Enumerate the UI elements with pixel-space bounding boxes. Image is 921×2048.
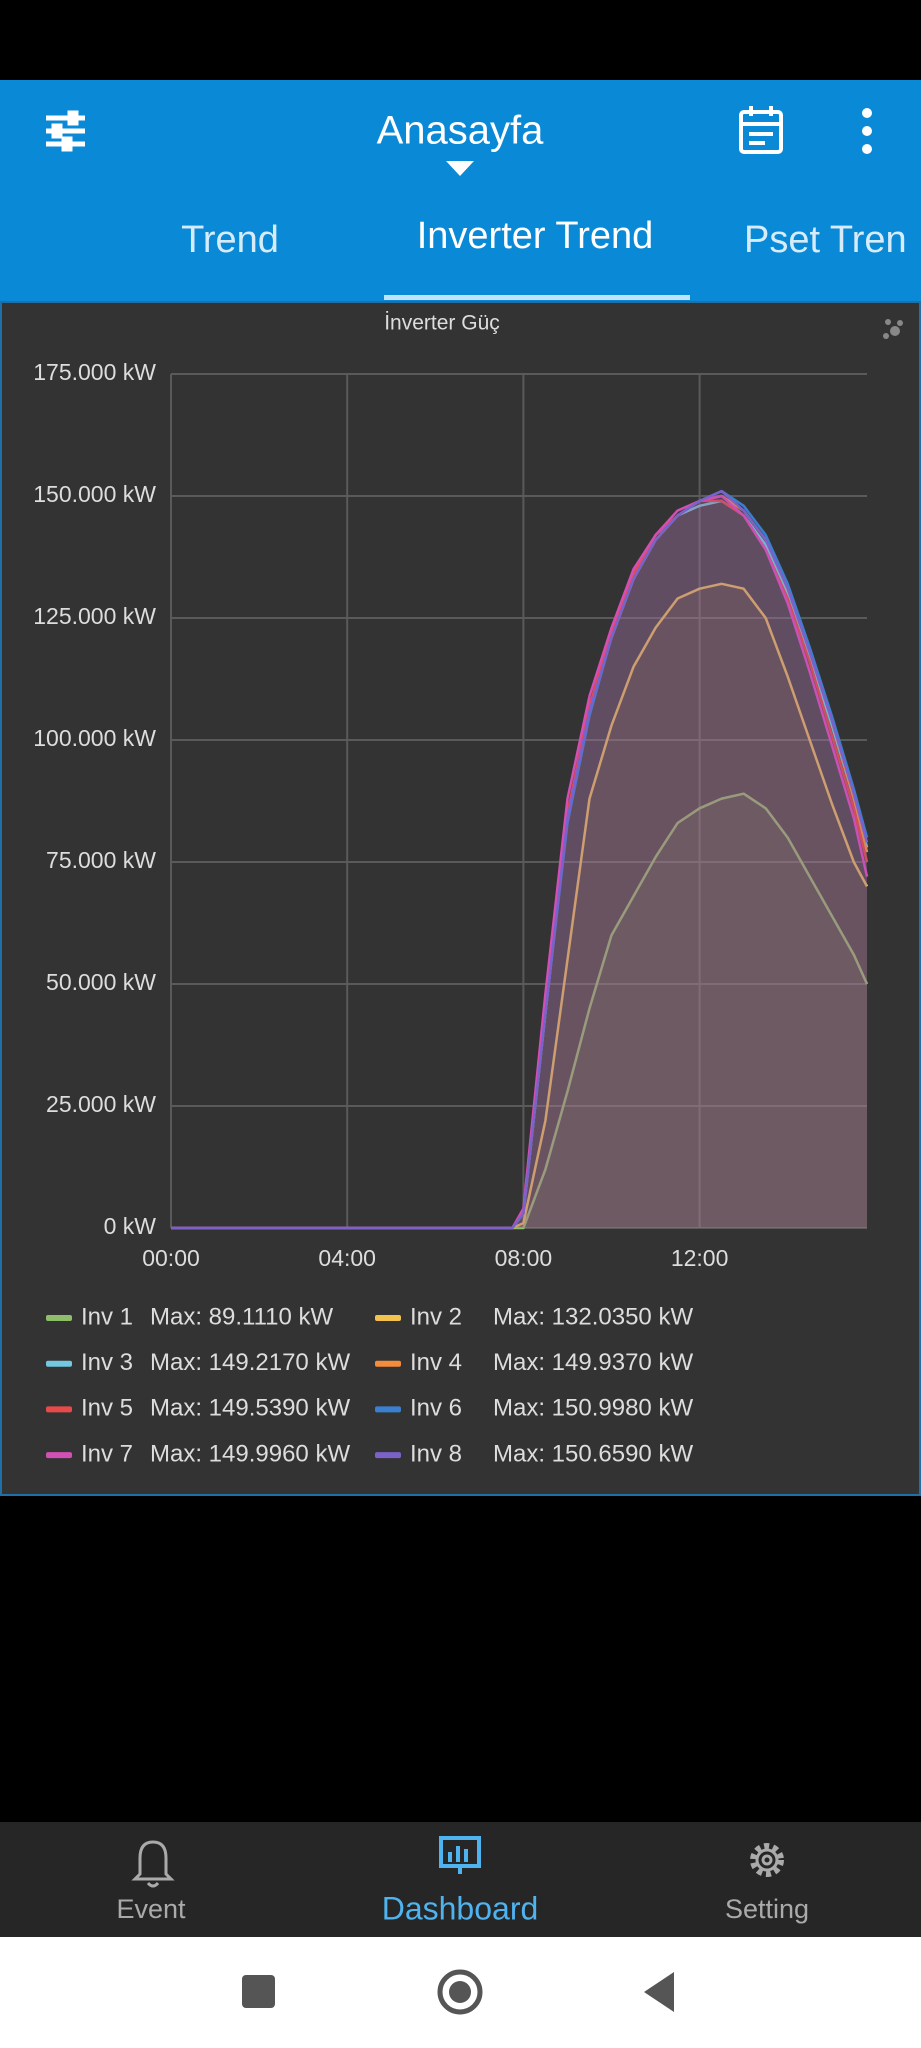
app-bar: [0, 80, 921, 302]
legend-swatch[interactable]: [46, 1406, 72, 1413]
icon-dot: [862, 126, 872, 136]
icon-stroke: [146, 1881, 160, 1888]
nav-label[interactable]: Setting: [725, 1894, 809, 1924]
series-line: [171, 582, 869, 1230]
chart-title: İnverter Güç: [384, 312, 500, 335]
x-tick-label: 04:00: [318, 1245, 376, 1271]
y-tick-label: 25.000 kW: [46, 1091, 156, 1117]
legend-name[interactable]: Inv 3: [81, 1349, 133, 1376]
icon-stroke: [464, 1849, 468, 1862]
y-tick-label: 100.000 kW: [33, 725, 156, 751]
legend-swatch[interactable]: [375, 1452, 401, 1459]
icon-stroke: [51, 123, 63, 139]
tab[interactable]: Pset Tren: [744, 219, 907, 261]
settings-spinner-icon[interactable]: [883, 319, 903, 339]
legend-name[interactable]: Inv 8: [410, 1440, 462, 1467]
legend-name[interactable]: Inv 1: [81, 1303, 133, 1330]
icon-stroke: [739, 110, 783, 154]
legend-name[interactable]: Inv 6: [410, 1395, 462, 1422]
calendar-icon[interactable]: [739, 106, 783, 154]
legend-max: Max: 89.1110 kW: [150, 1303, 334, 1330]
tab[interactable]: Trend: [181, 219, 279, 261]
series-line: [171, 489, 869, 1230]
icon-stroke: [456, 1846, 460, 1862]
back-button[interactable]: [644, 1972, 674, 2012]
y-tick-label: 175.000 kW: [33, 359, 156, 385]
legend-swatch[interactable]: [46, 1315, 72, 1321]
icon-dot: [890, 326, 900, 336]
legend-swatch[interactable]: [375, 1406, 401, 1413]
y-tick-label: 75.000 kW: [46, 847, 156, 873]
icon-stroke: [755, 1848, 779, 1872]
legend-name[interactable]: Inv 5: [81, 1395, 133, 1422]
legend-name[interactable]: Inv 4: [410, 1349, 462, 1376]
legend-max: Max: 149.9370 kW: [493, 1349, 693, 1376]
legend-max: Max: 150.9980 kW: [493, 1395, 693, 1422]
dashboard-icon[interactable]: [439, 1836, 481, 1874]
menu-icon[interactable]: [46, 110, 85, 152]
setting-icon[interactable]: [750, 1843, 784, 1877]
legend-max: Max: 149.9960 kW: [150, 1440, 350, 1467]
icon-stroke: [448, 1852, 452, 1862]
icon-dot: [862, 144, 872, 154]
legend-swatch[interactable]: [46, 1452, 72, 1459]
legend-max: Max: 150.6590 kW: [493, 1440, 693, 1467]
icon-stroke: [131, 1840, 175, 1881]
legend-swatch[interactable]: [46, 1360, 72, 1367]
series-area: [171, 500, 867, 1228]
y-tick-label: 150.000 kW: [33, 481, 156, 507]
icon-dot: [883, 333, 889, 339]
series-area: [171, 491, 867, 1229]
tab-indicator: [384, 295, 690, 300]
legend-max: Max: 132.0350 kW: [493, 1303, 693, 1330]
dropdown-arrow[interactable]: [446, 161, 474, 176]
tab[interactable]: Inverter Trend: [417, 215, 654, 257]
home-button[interactable]: [437, 1969, 483, 2015]
icon-stroke: [761, 1854, 773, 1866]
icon-stroke: [67, 110, 79, 126]
y-tick-label: 50.000 kW: [46, 969, 156, 995]
legend-max: Max: 149.2170 kW: [150, 1349, 350, 1376]
status-bar: [0, 0, 921, 80]
legend-name[interactable]: Inv 2: [410, 1303, 462, 1330]
x-tick-label: 08:00: [495, 1245, 553, 1271]
chart-card: [0, 301, 921, 1496]
y-tick-label: 125.000 kW: [33, 603, 156, 629]
recents-button[interactable]: [242, 1975, 275, 2008]
icon-dot: [885, 319, 891, 325]
x-tick-label: 12:00: [671, 1245, 729, 1271]
more-icon[interactable]: [862, 108, 872, 154]
series-area: [171, 793, 867, 1228]
home-button-dot: [449, 1981, 471, 2003]
series-line: [171, 494, 869, 1230]
y-tick-label: 0 kW: [104, 1213, 157, 1239]
series-area: [171, 491, 867, 1229]
legend-name[interactable]: Inv 7: [81, 1440, 133, 1467]
icon-dot: [897, 320, 903, 326]
nav-label[interactable]: Dashboard: [382, 1890, 539, 1926]
x-tick-label: 00:00: [142, 1245, 200, 1271]
series-area: [171, 496, 867, 1228]
legend-swatch[interactable]: [375, 1360, 401, 1367]
series-area: [171, 583, 867, 1228]
series-line: [171, 792, 869, 1230]
icon-stroke: [750, 1843, 784, 1877]
event-icon[interactable]: [131, 1840, 175, 1888]
icon-dot: [862, 108, 872, 118]
app-title[interactable]: Anasayfa: [377, 109, 545, 153]
legend-max: Max: 149.5390 kW: [150, 1395, 350, 1422]
legend-swatch[interactable]: [375, 1315, 401, 1321]
nav-label[interactable]: Event: [116, 1894, 186, 1924]
series-area: [171, 496, 867, 1228]
icon-stroke: [61, 136, 73, 152]
series-area: [171, 500, 867, 1228]
